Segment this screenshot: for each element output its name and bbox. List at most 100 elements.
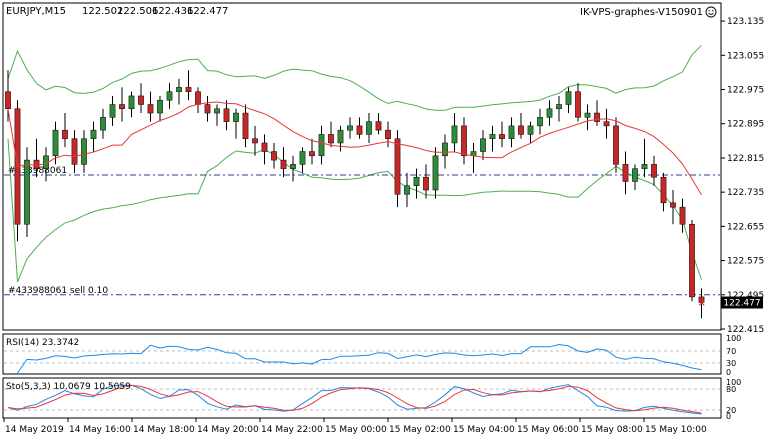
candle-body	[109, 104, 116, 118]
order-label: #433988061 sell 0.10	[8, 286, 108, 296]
candle-body	[119, 104, 125, 110]
price-tick-label: 122.815	[727, 154, 764, 164]
price-tick-label: 122.735	[727, 188, 764, 198]
price-axis: 123.135 123.055 122.975 122.895 122.815 122.7…	[721, 17, 764, 335]
candle-body	[622, 164, 629, 182]
candle-body	[318, 134, 325, 157]
price-tick-label: 122.895	[727, 120, 764, 130]
rsi-panel-frame	[2, 333, 722, 375]
candle-body	[489, 134, 496, 139]
candle-body	[679, 206, 686, 225]
candle-body	[660, 176, 667, 204]
candle-body	[33, 159, 40, 169]
candle-body	[480, 138, 486, 152]
price-tick-label: 123.135	[727, 17, 764, 27]
order-label: #433988061	[8, 166, 67, 176]
rsi-tick-30: 30	[726, 359, 736, 368]
candle-body	[147, 104, 154, 114]
time-tick-label: 14 May 2019	[5, 425, 64, 435]
time-tick-label: 14 May 16:00	[69, 425, 131, 435]
price-tick-label: 122.415	[727, 325, 764, 335]
candle-body	[413, 176, 420, 186]
candle-body	[546, 108, 553, 118]
candle-body	[71, 138, 78, 165]
price-tick-label: 122.575	[727, 257, 764, 267]
candle-body	[508, 125, 515, 139]
moving-average	[7, 101, 702, 196]
stoch-tick-20: 20	[726, 406, 736, 415]
candle-body	[385, 129, 391, 139]
candle-body	[670, 202, 676, 208]
chart-header: EURJPY,M15 122.502 122.506 122.436 122.4…	[6, 6, 228, 17]
order-lines[interactable]: #433988061 #433988061 sell 0.10	[4, 166, 720, 296]
candle-body	[242, 112, 249, 139]
candle-body	[271, 151, 277, 161]
candle-body	[356, 125, 363, 135]
candle-body	[432, 155, 439, 191]
time-axis: 14 May 2019 14 May 16:00 14 May 18:00 14 Ma…	[3, 418, 707, 435]
sell-arrow-icon: ✕	[698, 298, 706, 309]
candle-body	[157, 99, 163, 114]
current-price-label: 122.477	[723, 299, 760, 309]
rsi-tick-0: 0	[726, 368, 731, 377]
candle-body	[603, 121, 610, 127]
candle-body	[698, 296, 705, 303]
rsi-polyline	[17, 343, 702, 374]
rsi-tick-70: 70	[726, 347, 736, 356]
stoch-label: Sto(5,3,3) 10.0679 10.5059	[6, 382, 131, 392]
symbol-label: EURJPY,M15	[6, 6, 66, 17]
candle-body	[565, 91, 572, 105]
candle-body	[100, 117, 106, 131]
candle-body	[261, 142, 268, 152]
candle-body	[223, 108, 230, 122]
candle-body	[394, 138, 401, 195]
rsi-line	[17, 343, 702, 374]
candle-body	[651, 164, 657, 178]
rsi-axis: 100 70 30 0	[726, 334, 741, 377]
low-value: 122.436	[152, 6, 193, 17]
price-tick-label: 122.975	[727, 86, 764, 96]
candle-body	[299, 151, 306, 165]
candle-body	[62, 129, 68, 139]
high-value: 122.506	[117, 6, 158, 17]
candle-body	[24, 159, 30, 225]
candle-body	[613, 125, 619, 165]
candle-body	[52, 129, 59, 157]
candle-body	[366, 121, 372, 135]
candle-body	[442, 142, 448, 157]
candle-body	[689, 223, 695, 298]
stoch-axis: 100 80 20 0	[726, 378, 741, 421]
stoch-tick-0: 0	[726, 412, 731, 421]
stoch-signal-line	[7, 384, 702, 414]
time-tick-label: 15 May 02:00	[389, 425, 451, 435]
candle-body	[575, 91, 581, 118]
price-tick-label: 122.495	[727, 291, 764, 301]
candle-body	[5, 91, 11, 110]
time-tick-label: 15 May 06:00	[517, 425, 579, 435]
ma-line	[7, 101, 702, 196]
time-tick-label: 14 May 18:00	[133, 425, 195, 435]
candle-body	[81, 138, 87, 165]
candle-body	[309, 151, 315, 157]
candle-body	[176, 87, 182, 92]
candle-body	[641, 164, 648, 169]
candlesticks: ✕	[5, 70, 706, 319]
current-price-tag: 122.477	[721, 296, 763, 309]
candle-body	[499, 134, 505, 139]
candle-body	[556, 104, 562, 110]
time-tick-label: 14 May 20:00	[197, 425, 259, 435]
price-tick-label: 122.655	[727, 222, 764, 232]
candle-body	[632, 168, 638, 182]
candle-body	[375, 121, 382, 131]
upper-band	[7, 44, 702, 111]
terminal-label: IK-VPS-graphes-V150901	[580, 7, 703, 18]
candle-body	[461, 125, 467, 157]
lower-band	[7, 138, 702, 283]
time-tick-label: 15 May 10:00	[645, 425, 707, 435]
candle-body	[518, 125, 524, 135]
smiley-icon	[705, 6, 717, 18]
candle-body	[594, 112, 600, 122]
time-tick-label: 14 May 22:00	[261, 425, 323, 435]
candle-body	[90, 129, 97, 139]
